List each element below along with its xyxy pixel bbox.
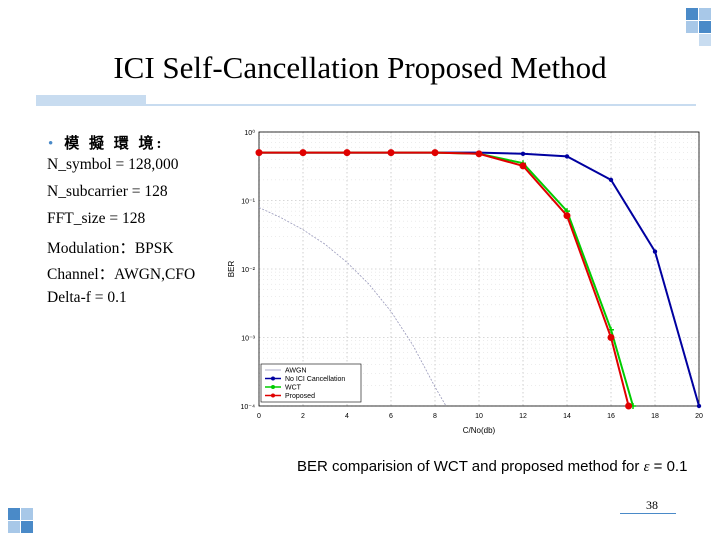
param-line: FFT_size = 128 xyxy=(47,210,146,227)
decor-square xyxy=(699,8,711,20)
y-tick-label: 10⁰ xyxy=(244,129,255,137)
x-tick-label: 8 xyxy=(433,413,437,420)
x-tick-label: 0 xyxy=(257,413,261,420)
y-tick-label: 10⁻² xyxy=(241,267,255,274)
data-point xyxy=(607,334,615,341)
legend-label: WCT xyxy=(285,385,302,392)
bullet-heading: • 模 擬 環 境: xyxy=(48,132,165,153)
data-point xyxy=(608,177,614,183)
param-line: Channel：AWGN,CFO xyxy=(47,266,196,283)
caption-text: BER comparision of WCT and proposed meth… xyxy=(297,458,644,475)
param-line: Delta-f = 0.1 xyxy=(47,289,127,306)
ber-chart: 0 2 4 6 8 10 12 14 16 18 20 10⁰ 10⁻¹ 10⁻² 10⁻³ 10⁻⁴ C/N… xyxy=(228,129,703,435)
figure-caption: BER comparision of WCT and proposed meth… xyxy=(297,458,687,476)
plot-frame xyxy=(258,131,700,407)
decor-square xyxy=(686,21,698,33)
x-tick-label: 10 xyxy=(475,413,483,420)
decor-square xyxy=(21,508,33,520)
data-point xyxy=(519,162,527,170)
slide-title: ICI Self-Cancellation Proposed Method xyxy=(113,50,607,85)
x-tick-label: 2 xyxy=(301,413,305,420)
x-tick-label: 20 xyxy=(695,413,703,420)
caption-symbol: ε xyxy=(643,459,650,475)
legend-marker xyxy=(271,376,275,381)
data-point xyxy=(652,249,658,254)
page-number: 38 xyxy=(646,498,658,512)
x-tick-label: 18 xyxy=(651,413,659,420)
data-point xyxy=(563,212,571,220)
legend-marker xyxy=(271,385,275,389)
series-line xyxy=(258,207,447,407)
data-point xyxy=(299,149,307,157)
data-point xyxy=(696,403,702,409)
x-tick-label: 14 xyxy=(563,413,571,420)
param-line: N_subcarrier = 128 xyxy=(47,183,168,200)
data-point xyxy=(520,151,526,157)
decor-square xyxy=(699,34,711,46)
legend-label: No ICI Cancellation xyxy=(285,376,345,383)
x-tick-label: 4 xyxy=(345,413,349,420)
series-line xyxy=(259,151,630,407)
param-line: N_symbol = 128,000 xyxy=(47,156,179,173)
data-point xyxy=(564,154,570,159)
chart-series xyxy=(255,149,702,410)
y-tick-label: 10⁻³ xyxy=(241,336,255,343)
data-point xyxy=(625,402,633,410)
page-number-underline xyxy=(620,513,676,514)
y-tick-label: 10⁻¹ xyxy=(241,199,255,206)
x-axis-label: C/No(db) xyxy=(463,426,496,435)
caption-suffix: = 0.1 xyxy=(649,458,688,475)
x-tick-label: 16 xyxy=(607,413,615,420)
decor-square xyxy=(21,521,33,533)
y-axis-label: BER xyxy=(228,261,236,278)
data-point xyxy=(475,150,483,158)
legend-marker xyxy=(271,393,275,398)
decor-square xyxy=(686,8,698,20)
bullet-heading-text: 模 擬 環 境: xyxy=(64,136,165,152)
decor-square xyxy=(699,21,711,33)
bullet-dot-icon: • xyxy=(48,136,57,152)
data-point xyxy=(343,149,351,157)
title-underline xyxy=(36,104,696,106)
legend-label: AWGN xyxy=(285,368,307,375)
title-accent-bar xyxy=(36,95,146,104)
chart-ticks: 0 2 4 6 8 10 12 14 16 18 20 10⁰ 10⁻¹ 10⁻² 10⁻³ 10⁻⁴ xyxy=(241,129,703,420)
x-tick-label: 6 xyxy=(389,413,393,420)
legend-label: Proposed xyxy=(285,393,315,400)
data-point xyxy=(255,149,263,157)
param-line: Modulation：BPSK xyxy=(47,240,174,257)
chart-grid xyxy=(258,131,700,407)
decor-square xyxy=(8,521,20,533)
data-point xyxy=(387,149,395,157)
x-tick-label: 12 xyxy=(519,413,527,420)
y-tick-label: 10⁻⁴ xyxy=(241,404,256,411)
decor-square xyxy=(8,508,20,520)
data-point xyxy=(431,149,439,157)
